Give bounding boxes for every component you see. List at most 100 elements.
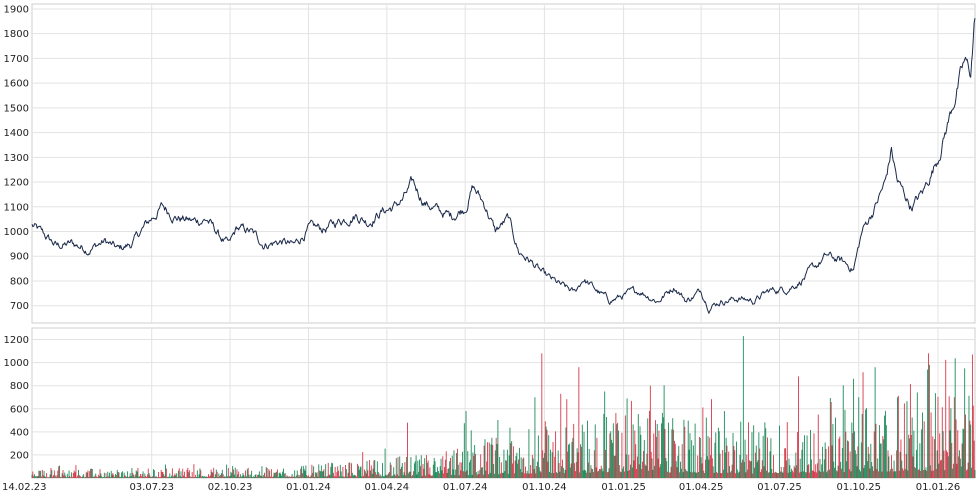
volume-bar [254,474,256,478]
volume-bar [726,445,728,478]
volume-bar [133,474,135,478]
volume-bar [720,473,722,478]
volume-bar [708,459,710,478]
volume-bar [502,472,504,478]
volume-bar [734,450,736,478]
volume-bar [229,475,231,478]
volume-bar [112,472,114,478]
volume-bar [74,472,76,478]
volume-bar [151,476,153,478]
volume-bar [436,472,438,478]
volume-bar [215,469,217,478]
volume-bar [683,419,685,478]
volume-bar [601,468,603,478]
volume-bar [725,437,727,478]
volume-bar [146,474,148,478]
volume-bar [134,476,135,478]
volume-bar [578,367,580,478]
volume-bar [328,474,330,478]
volume-bar [346,476,348,478]
volume-bar [745,472,747,478]
volume-bar [413,471,414,478]
volume-bar [351,463,352,478]
volume-bar [33,476,35,478]
volume-bar [950,408,952,478]
volume-bar [575,462,577,478]
volume-bar [798,472,800,478]
volume-bar [822,471,824,478]
volume-bar [958,456,960,478]
volume-bar [948,396,950,478]
volume-bar [196,470,198,478]
volume-bar [384,448,386,478]
volume-bar [471,474,473,478]
volume-bar [727,472,729,478]
volume-bar [469,459,471,478]
volume-bar [211,471,213,478]
x-tick-label: 01.01.24 [286,482,331,493]
volume-bar [73,470,75,478]
volume-bar [803,471,805,478]
volume-bar [847,441,849,478]
volume-bar [117,472,119,478]
volume-bar [715,432,717,478]
volume-bar [378,473,380,478]
volume-bar [785,460,787,478]
volume-bar [668,472,670,478]
volume-bar [758,432,760,478]
volume-bar [284,473,286,478]
volume-bar [669,472,671,478]
volume-bar [372,468,374,478]
volume-bar [118,472,120,478]
volume-bar [399,456,401,478]
volume-bar [72,473,74,478]
volume-bar [718,431,720,478]
volume-bar [447,468,449,478]
volume-bar [648,470,650,478]
volume-bar [914,467,916,478]
volume-bar [129,473,131,478]
volume-bar [305,465,307,478]
volume-bar [584,469,586,478]
volume-bar [523,457,525,478]
volume-bar [754,467,755,478]
volume-bar [326,475,328,478]
volume-bar [805,472,807,478]
volume-bar [277,476,279,478]
volume-bar [625,454,627,478]
volume-bar [883,439,885,478]
volume-bar [365,473,367,478]
volume-bar [878,425,880,478]
volume-bar [197,476,199,478]
volume-bar [965,414,966,478]
volume-bar [424,458,426,478]
volume-bar [536,465,538,478]
volume-bar [333,476,335,478]
volume-bar [878,471,879,478]
volume-bar [627,470,629,478]
volume-bar [334,466,336,478]
volume-bar [906,401,908,478]
volume-bar [397,457,399,478]
x-tick-label: 14.02.23 [2,482,47,493]
volume-bar [301,466,302,478]
volume-bar [730,470,732,478]
volume-bar [72,477,73,478]
volume-bar [942,431,944,478]
volume-bar [807,465,809,478]
volume-bar [548,435,550,478]
price-y-tick-label: 1100 [4,202,29,213]
volume-y-tick-label: 1200 [4,335,29,346]
volume-bar [307,475,309,478]
volume-bar [307,476,309,478]
volume-bar [478,473,480,478]
volume-bar [973,440,975,478]
volume-bar [732,432,734,478]
volume-bar [702,407,704,478]
volume-bar [314,476,315,478]
volume-bar [790,471,792,478]
volume-bar [59,476,61,478]
volume-bar [69,476,71,478]
volume-bar [957,430,959,478]
volume-bar [693,471,695,478]
